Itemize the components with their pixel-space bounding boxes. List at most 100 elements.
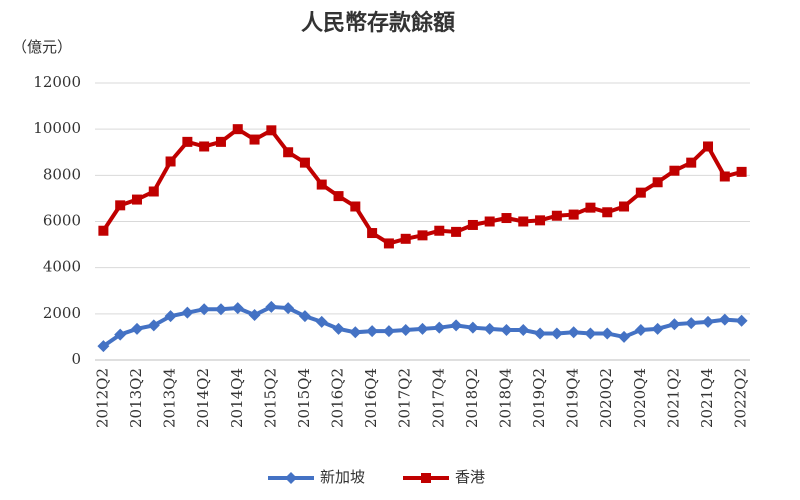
series-line bbox=[101, 126, 743, 246]
marker bbox=[550, 327, 563, 340]
marker bbox=[332, 322, 345, 335]
x-tick-label: 2015Q4 bbox=[295, 368, 313, 428]
marker bbox=[551, 210, 562, 221]
marker bbox=[382, 325, 395, 338]
marker bbox=[467, 219, 478, 230]
marker bbox=[652, 177, 663, 188]
marker bbox=[97, 340, 110, 353]
marker bbox=[450, 319, 463, 332]
marker bbox=[350, 201, 361, 212]
marker bbox=[618, 330, 631, 343]
marker bbox=[248, 308, 261, 321]
marker bbox=[534, 327, 547, 340]
y-tick-label: 6000 bbox=[43, 212, 81, 230]
marker bbox=[115, 200, 126, 211]
legend-label: 新加坡 bbox=[320, 468, 365, 486]
marker bbox=[399, 323, 412, 336]
marker bbox=[668, 318, 681, 331]
x-tick-label: 2020Q2 bbox=[597, 368, 615, 428]
marker bbox=[366, 325, 379, 338]
y-tick-label: 10000 bbox=[33, 119, 81, 137]
x-tick-label: 2021Q4 bbox=[698, 368, 716, 428]
marker bbox=[214, 303, 227, 316]
marker bbox=[283, 147, 294, 158]
marker bbox=[567, 326, 580, 339]
marker bbox=[619, 201, 630, 212]
marker bbox=[517, 323, 530, 336]
x-tick-label: 2018Q4 bbox=[496, 368, 514, 428]
legend-label: 香港 bbox=[455, 468, 485, 486]
x-tick-label: 2013Q4 bbox=[161, 368, 179, 428]
marker bbox=[148, 186, 159, 197]
marker bbox=[483, 322, 496, 335]
x-tick-label: 2021Q2 bbox=[664, 368, 682, 428]
marker bbox=[602, 207, 613, 218]
marker bbox=[651, 322, 664, 335]
x-tick-label: 2018Q2 bbox=[463, 368, 481, 428]
marker bbox=[249, 134, 260, 145]
marker bbox=[484, 216, 495, 227]
marker bbox=[500, 323, 513, 336]
x-tick-label: 2016Q2 bbox=[329, 368, 347, 428]
marker bbox=[719, 171, 730, 182]
marker bbox=[199, 141, 210, 152]
marker bbox=[518, 216, 529, 227]
marker bbox=[416, 322, 429, 335]
y-tick-label: 8000 bbox=[43, 165, 81, 183]
x-tick-label: 2019Q2 bbox=[530, 368, 548, 428]
x-tick-label: 2017Q2 bbox=[396, 368, 414, 428]
marker bbox=[702, 315, 715, 328]
marker bbox=[266, 125, 277, 136]
x-tick-label: 2017Q4 bbox=[429, 368, 447, 428]
marker bbox=[601, 327, 614, 340]
marker bbox=[400, 233, 411, 244]
marker bbox=[265, 300, 278, 313]
marker bbox=[451, 226, 462, 237]
marker bbox=[434, 225, 445, 236]
marker bbox=[736, 166, 747, 177]
marker bbox=[383, 238, 394, 249]
marker bbox=[634, 323, 647, 336]
y-tick-label: 12000 bbox=[33, 73, 81, 91]
marker bbox=[501, 213, 512, 224]
marker bbox=[703, 141, 714, 152]
marker bbox=[231, 302, 244, 315]
marker bbox=[316, 179, 327, 190]
marker bbox=[417, 230, 428, 241]
marker bbox=[585, 202, 596, 213]
y-axis-label: （億元） bbox=[12, 38, 72, 56]
x-tick-label: 2016Q4 bbox=[362, 368, 380, 428]
marker bbox=[669, 165, 680, 176]
marker bbox=[164, 310, 177, 323]
x-tick-label: 2014Q2 bbox=[194, 368, 212, 428]
marker bbox=[433, 321, 446, 334]
marker bbox=[232, 124, 243, 135]
marker bbox=[98, 225, 109, 236]
marker bbox=[315, 315, 328, 328]
marker bbox=[584, 327, 597, 340]
marker bbox=[535, 215, 546, 226]
x-tick-label: 2022Q2 bbox=[732, 368, 750, 428]
marker bbox=[718, 313, 731, 326]
y-tick-label: 4000 bbox=[43, 258, 81, 276]
marker bbox=[686, 157, 697, 168]
x-tick-label: 2020Q4 bbox=[631, 368, 649, 428]
marker bbox=[367, 228, 378, 239]
marker bbox=[130, 322, 143, 335]
marker bbox=[282, 302, 295, 315]
marker bbox=[181, 306, 194, 319]
marker bbox=[635, 187, 646, 198]
marker bbox=[333, 191, 344, 202]
marker bbox=[466, 321, 479, 334]
y-tick-label: 2000 bbox=[43, 304, 81, 322]
marker bbox=[182, 136, 193, 147]
marker bbox=[349, 326, 362, 339]
x-tick-label: 2012Q2 bbox=[93, 368, 111, 428]
x-tick-label: 2019Q4 bbox=[564, 368, 582, 428]
legend-marker bbox=[421, 473, 431, 483]
marker bbox=[165, 156, 176, 167]
marker bbox=[114, 328, 127, 341]
marker bbox=[685, 317, 698, 330]
marker bbox=[198, 303, 211, 316]
